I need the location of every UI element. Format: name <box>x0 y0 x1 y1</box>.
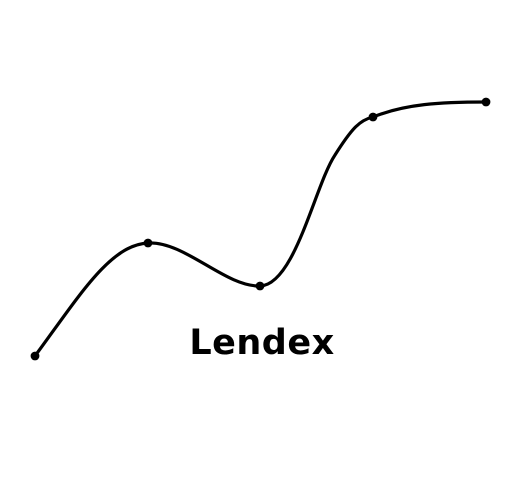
curve-node <box>30 351 40 361</box>
curve-line <box>33 100 488 358</box>
curve-node <box>481 97 491 107</box>
curve-node <box>368 112 378 122</box>
brand-wordmark: Lendex <box>189 323 335 363</box>
curve-node <box>255 281 265 291</box>
curve-node <box>143 238 153 248</box>
